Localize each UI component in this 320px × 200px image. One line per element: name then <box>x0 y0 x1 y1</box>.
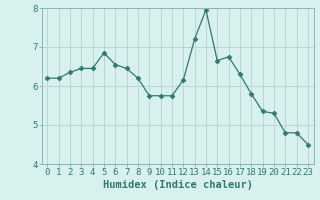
X-axis label: Humidex (Indice chaleur): Humidex (Indice chaleur) <box>103 180 252 190</box>
